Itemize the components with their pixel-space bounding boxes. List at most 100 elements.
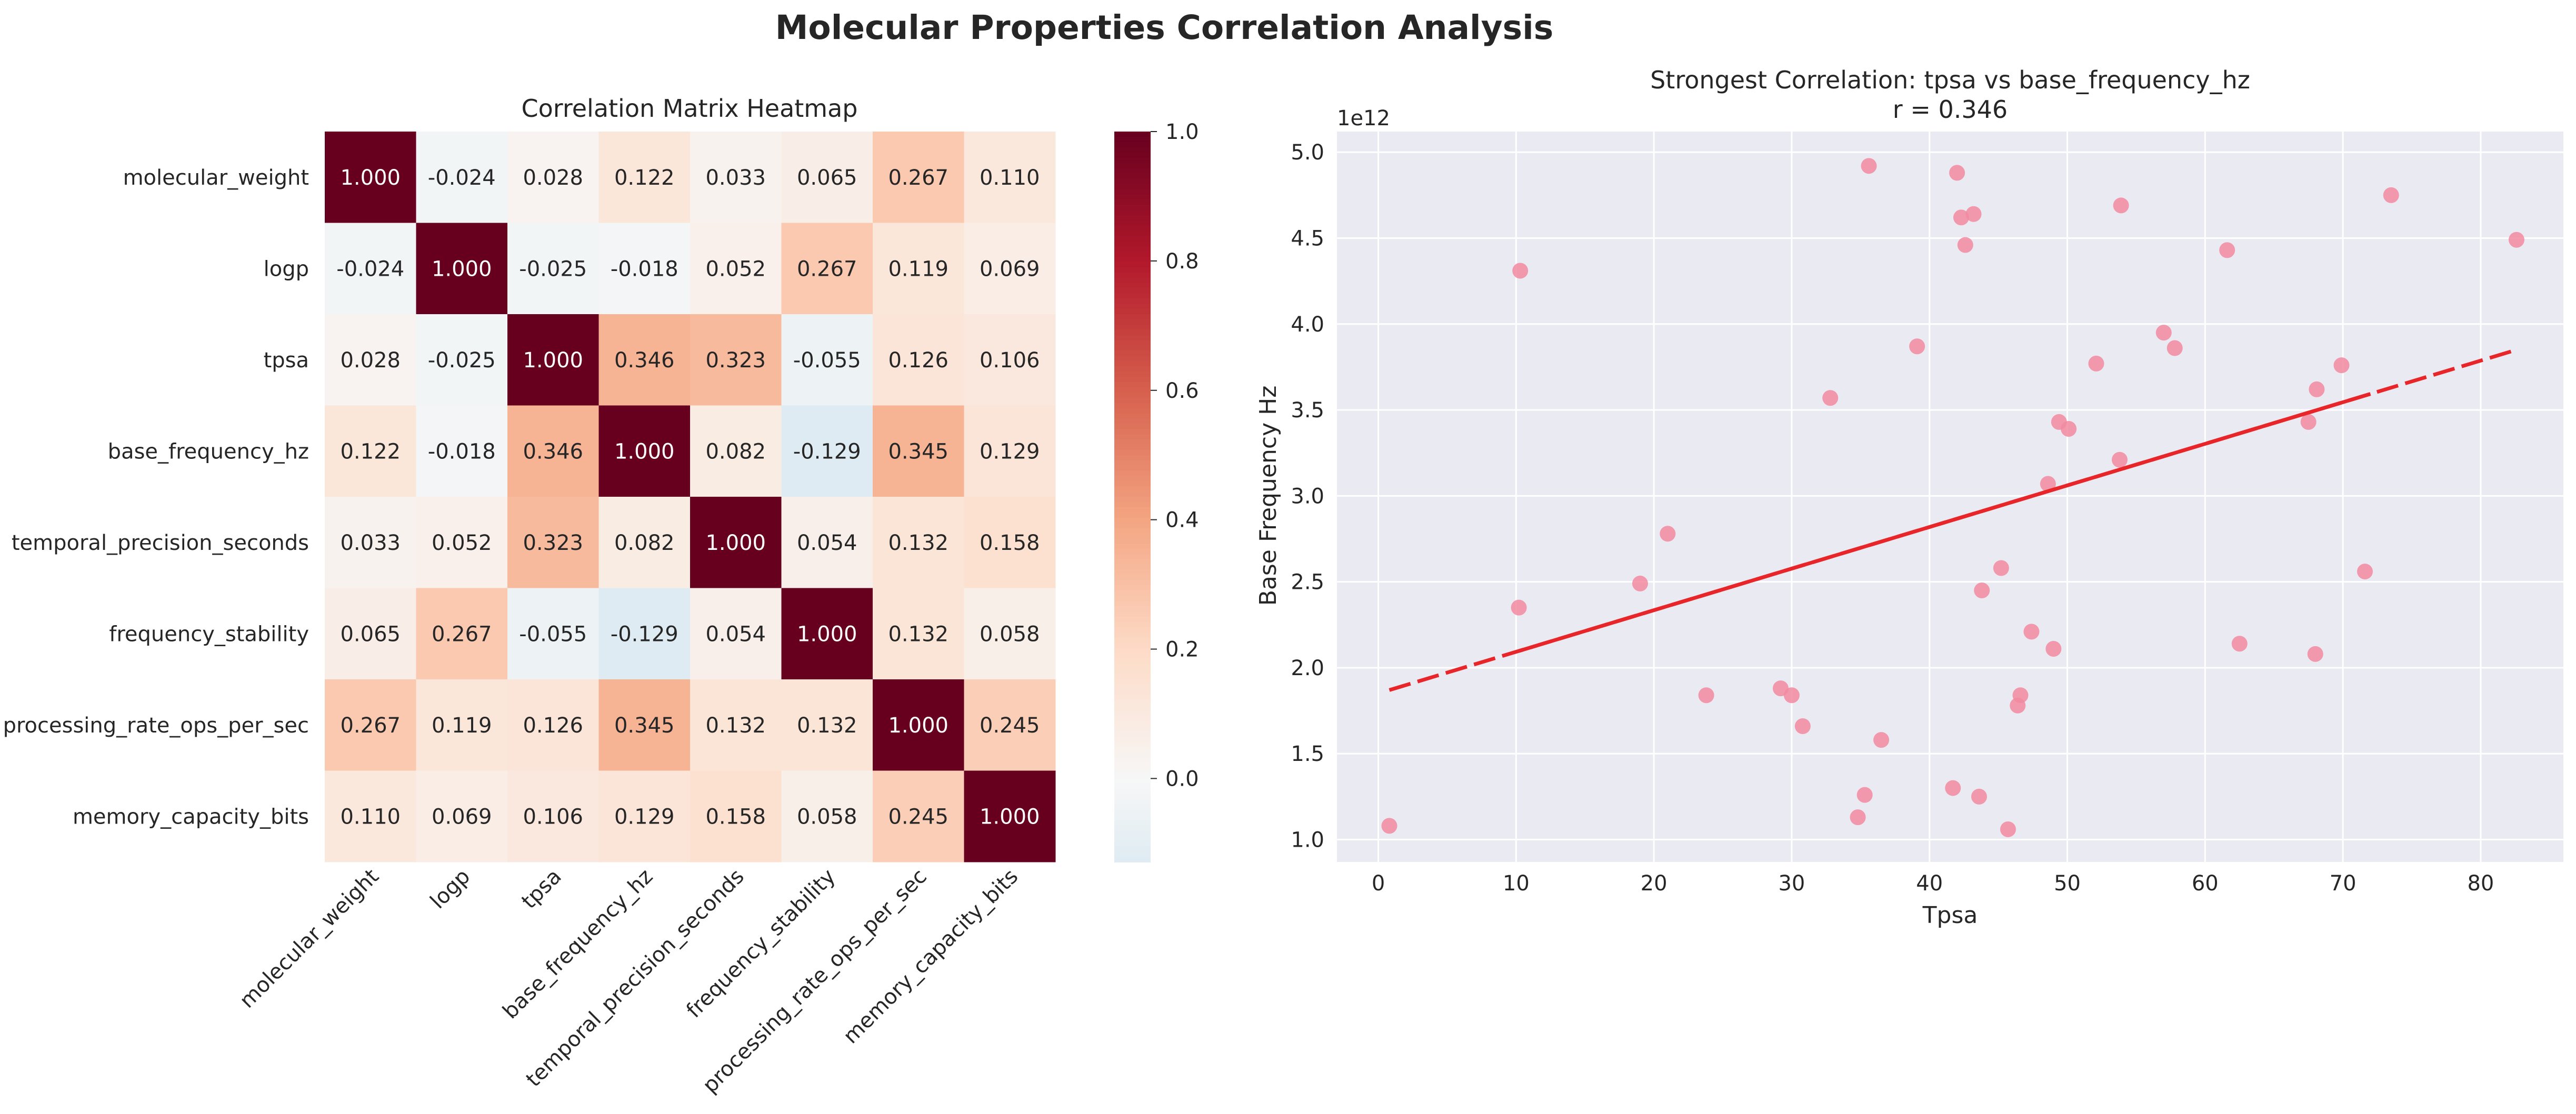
y-tick-label: 4.5	[1291, 226, 1324, 250]
colorbar-tick-label: 0.6	[1165, 379, 1199, 403]
colorbar-segment	[1114, 142, 1151, 148]
colorbar-segment	[1114, 653, 1151, 659]
heatmap-cell-label: 0.054	[705, 622, 766, 646]
heatmap-cell-label: 0.126	[888, 348, 948, 373]
scatter-point	[1945, 780, 1961, 796]
heatmap-cell	[873, 497, 964, 588]
colorbar-segment	[1114, 721, 1151, 727]
heatmap-cell-label: 0.126	[523, 714, 583, 738]
colorbar-segment	[1114, 606, 1151, 613]
colorbar-segment	[1114, 309, 1151, 315]
colorbar-segment	[1114, 324, 1151, 330]
heatmap-panel: Correlation Matrix Heatmap 1.000 -0.024 0.…	[3, 94, 1199, 1098]
colorbar-segment	[1114, 444, 1151, 450]
heatmap-cell	[325, 497, 416, 588]
colorbar-segment	[1114, 794, 1151, 800]
y-tick-label: 2.0	[1291, 656, 1324, 680]
heatmap-cell	[416, 770, 508, 862]
scatter-point	[2383, 187, 2399, 203]
heatmap-cell	[325, 770, 416, 862]
heatmap-cell	[598, 770, 691, 862]
heatmap-cell-label: 0.129	[614, 805, 675, 829]
colorbar-segment	[1114, 674, 1151, 680]
heatmap-cell-label: -0.024	[336, 257, 404, 281]
heatmap-cell-label: 0.052	[432, 531, 492, 555]
colorbar-segment	[1114, 580, 1151, 586]
heatmap-row-label: base_frequency_hz	[108, 439, 309, 464]
colorbar-segment	[1114, 173, 1151, 179]
colorbar-segment	[1114, 189, 1151, 195]
x-tick-label: 10	[1503, 871, 1530, 896]
scatter-panel: Strongest Correlation: tpsa vs base_freq…	[1255, 66, 2563, 929]
colorbar-segment	[1114, 345, 1151, 352]
heatmap-cell	[781, 588, 873, 680]
heatmap-cell	[325, 588, 416, 680]
heatmap-cell-label: 0.132	[888, 622, 948, 646]
scatter-subtitle: r = 0.346	[1893, 95, 2008, 124]
x-tick-label: 30	[1778, 871, 1805, 896]
heatmap-cell-label: 0.158	[980, 531, 1040, 555]
colorbar-segment	[1114, 252, 1151, 257]
colorbar-tick-label: 0.4	[1165, 508, 1199, 533]
heatmap-cell-label: 0.132	[888, 531, 948, 555]
colorbar-segment	[1114, 277, 1151, 284]
colorbar-segment	[1114, 465, 1151, 471]
colorbar-segment	[1114, 585, 1151, 591]
heatmap-row-label: temporal_precision_seconds	[12, 531, 309, 555]
colorbar-segment	[1114, 617, 1151, 623]
y-tick-label: 5.0	[1291, 140, 1324, 165]
colorbar-segment	[1114, 194, 1151, 200]
colorbar-tick-label: 1.0	[1165, 120, 1199, 144]
colorbar-segment	[1114, 209, 1151, 216]
heatmap-cell	[690, 132, 782, 223]
heatmap-cell	[598, 497, 691, 588]
scatter-point	[1660, 526, 1676, 542]
scatter-y-label: Base Frequency Hz	[1255, 386, 1282, 606]
colorbar-segment	[1114, 152, 1151, 158]
colorbar-segment	[1114, 392, 1151, 398]
heatmap-cell-label: 0.267	[888, 166, 948, 190]
heatmap-cell	[781, 770, 873, 862]
colorbar-segment	[1114, 695, 1151, 701]
colorbar-segment	[1114, 752, 1151, 758]
colorbar-segment	[1114, 757, 1151, 764]
scatter-point	[2333, 357, 2350, 374]
heatmap-cell-label: 0.052	[705, 257, 766, 281]
scatter-point	[2508, 232, 2524, 248]
colorbar-segment	[1114, 256, 1151, 263]
heatmap-cell-label: 0.129	[980, 439, 1040, 464]
colorbar-segment	[1114, 726, 1151, 732]
trend-line-group	[1389, 348, 2518, 692]
heatmap-cell-label: -0.025	[428, 348, 496, 373]
colorbar-segment	[1114, 434, 1151, 440]
colorbar-segment	[1114, 784, 1151, 790]
colorbar-segment	[1114, 601, 1151, 607]
colorbar-segment	[1114, 199, 1151, 205]
colorbar-segment	[1114, 507, 1151, 513]
heatmap-cell	[690, 770, 782, 862]
scatter-point	[2023, 624, 2040, 640]
colorbar-segment	[1114, 836, 1151, 842]
heatmap-cell-label: 1.000	[523, 348, 583, 373]
heatmap-cell	[964, 405, 1056, 497]
heatmap-cell-label: 0.245	[888, 805, 948, 829]
heatmap-cell	[964, 679, 1056, 771]
colorbar-segment	[1114, 857, 1151, 862]
heatmap-cell-label: 0.069	[432, 805, 492, 829]
heatmap-cell	[781, 132, 873, 223]
scatter-point	[1511, 599, 1527, 616]
scatter-point	[2231, 636, 2248, 652]
colorbar-segment	[1114, 136, 1151, 143]
colorbar-segment	[1114, 741, 1151, 748]
heatmap-cell-label: 0.058	[980, 622, 1040, 646]
heatmap-cell-label: 0.267	[432, 622, 492, 646]
colorbar-segment	[1114, 643, 1151, 649]
heatmap-cell-label: -0.129	[611, 622, 678, 646]
colorbar-segment	[1114, 439, 1151, 445]
colorbar-segment	[1114, 710, 1151, 717]
heatmap-column-label: base_frequency_hz	[498, 865, 657, 1024]
scatter-point	[2113, 197, 2129, 214]
heatmap-column-label: tpsa	[517, 865, 566, 914]
heatmap-cell-label: 0.119	[432, 714, 492, 738]
heatmap-row-label: logp	[264, 257, 309, 281]
